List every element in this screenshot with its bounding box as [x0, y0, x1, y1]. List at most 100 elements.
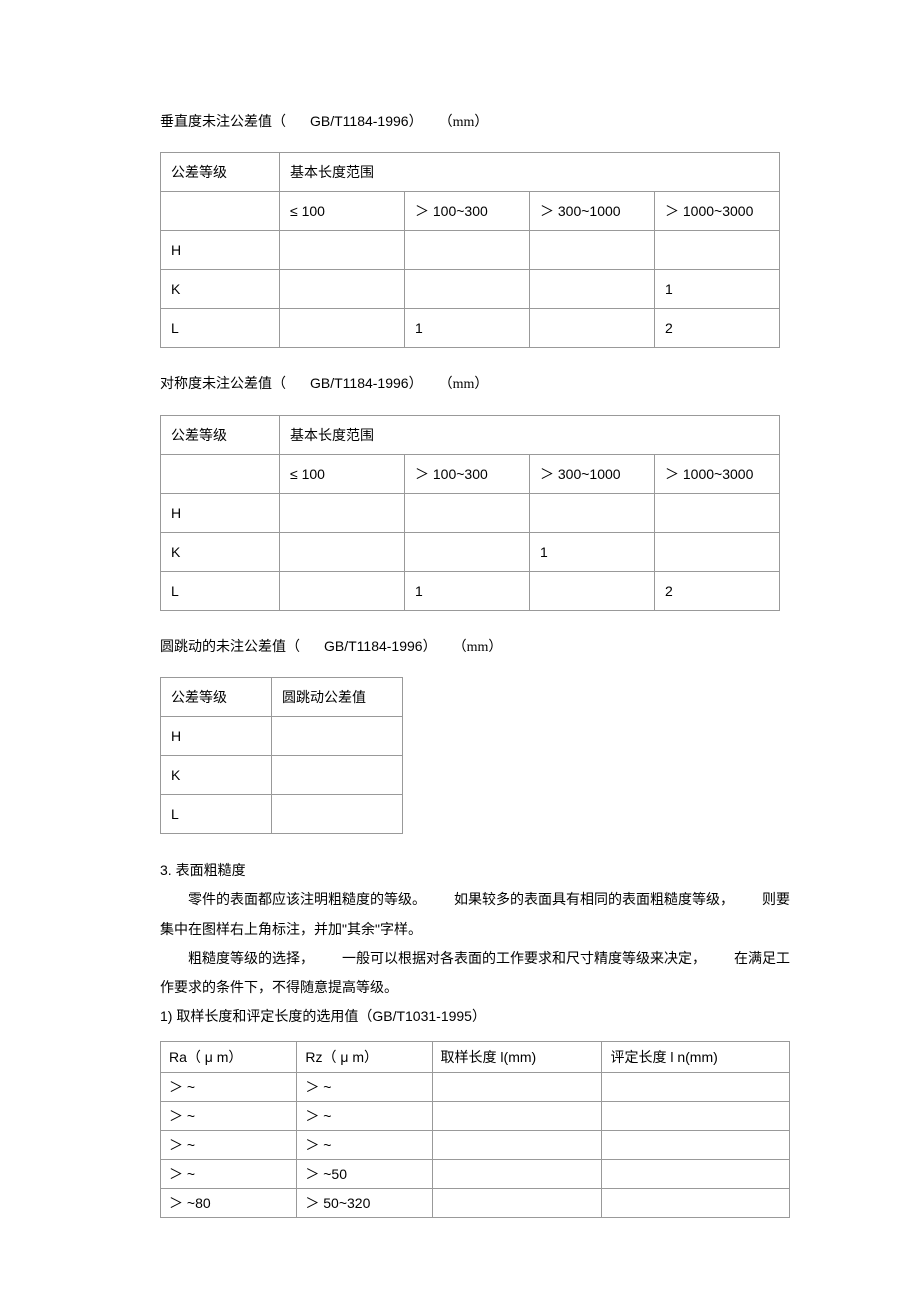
s4-p1c: 则要	[734, 887, 790, 912]
s3-title-mid: ）	[423, 640, 437, 655]
table-runout: 公差等级 圆跳动公差值 H K L	[160, 677, 403, 834]
t4-r3-2	[432, 1160, 602, 1189]
t1-row1-3: 1	[655, 270, 780, 309]
t1-h-label: 公差等级	[161, 153, 280, 192]
s1-title-mid: ）	[409, 115, 423, 130]
s1-title-pre: 垂直度未注公差值（	[160, 115, 286, 130]
s4-heading: 3. 表面粗糙度	[160, 858, 790, 883]
s4-p3c: 在满足工	[706, 946, 790, 971]
t2-row0-0	[280, 493, 405, 532]
table-row: K 1	[161, 270, 780, 309]
t1-row1-2	[530, 270, 655, 309]
t1-h-range: 基本长度范围	[280, 153, 780, 192]
t1-row0-0	[280, 231, 405, 270]
t2-row1-3	[655, 532, 780, 571]
s2-title-std: GB/T1184-1996	[310, 375, 409, 391]
t2-r2: ＞ 300~1000	[530, 454, 655, 493]
t1-r0: ≤ 100	[280, 192, 405, 231]
t1-blank	[161, 192, 280, 231]
table-row: L	[161, 795, 403, 834]
t2-row0-1	[405, 493, 530, 532]
s4-p1: 零件的表面都应该注明粗糙度的等级。 如果较多的表面具有相同的表面粗糙度等级， 则…	[160, 887, 790, 912]
s4-p3b: 一般可以根据对各表面的工作要求和尺寸精度等级来决定，	[314, 946, 706, 971]
t2-r1: ＞ 100~300	[405, 454, 530, 493]
s4-p1b: 如果较多的表面具有相同的表面粗糙度等级，	[426, 887, 734, 912]
table-row: H	[161, 231, 780, 270]
t1-row2-1: 1	[405, 309, 530, 348]
s4-p4: 作要求的条件下，不得随意提高等级。	[160, 975, 790, 1000]
t1-row2-label: L	[161, 309, 280, 348]
t2-row2-label: L	[161, 571, 280, 610]
t4-r4-3	[602, 1189, 790, 1218]
t4-r0-0: ＞ ~	[161, 1073, 297, 1102]
t1-row2-3: 2	[655, 309, 780, 348]
t3-row1-val	[272, 756, 403, 795]
t4-r2-2	[432, 1131, 602, 1160]
t1-row2-0	[280, 309, 405, 348]
t2-r3: ＞ 1000~3000	[655, 454, 780, 493]
t2-row2-0	[280, 571, 405, 610]
t2-h-range: 基本长度范围	[280, 415, 780, 454]
table-row: ＞ ~ ＞ ~	[161, 1131, 790, 1160]
t2-row0-3	[655, 493, 780, 532]
t2-row1-0	[280, 532, 405, 571]
t2-row0-label: H	[161, 493, 280, 532]
table-row: ＞ ~ ＞ ~	[161, 1073, 790, 1102]
t1-r1: ＞ 100~300	[405, 192, 530, 231]
table-roughness: Ra（ μ m） Rz（ μ m） 取样长度 l(mm) 评定长度 l n(mm…	[160, 1041, 790, 1218]
table-row: ＞ ~ ＞ ~50	[161, 1160, 790, 1189]
t2-row2-2	[530, 571, 655, 610]
t3-row0-label: H	[161, 717, 272, 756]
section3-title: 圆跳动的未注公差值（ GB/T1184-1996） （mm）	[160, 635, 790, 659]
s1-title-unit: （mm）	[439, 115, 489, 130]
t4-r3-0: ＞ ~	[161, 1160, 297, 1189]
t3-h-label: 公差等级	[161, 678, 272, 717]
t1-row0-1	[405, 231, 530, 270]
s3-title-pre: 圆跳动的未注公差值（	[160, 640, 300, 655]
s4-p5b: GB/T1031-1995	[372, 1008, 472, 1024]
t1-row2-2	[530, 309, 655, 348]
t3-h-val: 圆跳动公差值	[272, 678, 403, 717]
s4-p3: 粗糙度等级的选择， 一般可以根据对各表面的工作要求和尺寸精度等级来决定， 在满足…	[160, 946, 790, 971]
t1-row1-1	[405, 270, 530, 309]
s2-title-mid: ）	[409, 377, 423, 392]
s3-title-std: GB/T1184-1996	[324, 638, 423, 654]
t4-r0-1: ＞ ~	[297, 1073, 432, 1102]
table-row: H	[161, 717, 403, 756]
t1-r2: ＞ 300~1000	[530, 192, 655, 231]
table-row: L 1 2	[161, 571, 780, 610]
table-row: ＞ ~ ＞ ~	[161, 1102, 790, 1131]
t2-blank	[161, 454, 280, 493]
t4-r2-3	[602, 1131, 790, 1160]
t3-row2-label: L	[161, 795, 272, 834]
table-row: L 1 2	[161, 309, 780, 348]
s2-title-unit: （mm）	[439, 377, 489, 392]
section2-title: 对称度未注公差值（GB/T1184-1996）（mm）	[160, 372, 790, 396]
t1-row0-3	[655, 231, 780, 270]
t4-h1: Rz（ μ m）	[297, 1042, 432, 1073]
t1-row0-2	[530, 231, 655, 270]
s4-p5: 1) 取样长度和评定长度的选用值（GB/T1031-1995）	[160, 1004, 790, 1029]
t4-r2-1: ＞ ~	[297, 1131, 432, 1160]
t4-r1-1: ＞ ~	[297, 1102, 432, 1131]
t4-r0-2	[432, 1073, 602, 1102]
s3-title-unit: （mm）	[453, 640, 503, 655]
t2-r0: ≤ 100	[280, 454, 405, 493]
table-symmetry: 公差等级 基本长度范围 ≤ 100 ＞ 100~300 ＞ 300~1000 ＞…	[160, 415, 780, 611]
t1-row1-0	[280, 270, 405, 309]
t4-h2: 取样长度 l(mm)	[432, 1042, 602, 1073]
t1-row0-label: H	[161, 231, 280, 270]
t4-r1-2	[432, 1102, 602, 1131]
t4-r3-1: ＞ ~50	[297, 1160, 432, 1189]
t4-h0: Ra（ μ m）	[161, 1042, 297, 1073]
t4-r4-0: ＞ ~80	[161, 1189, 297, 1218]
t4-r2-0: ＞ ~	[161, 1131, 297, 1160]
t2-row2-1: 1	[405, 571, 530, 610]
t4-r1-0: ＞ ~	[161, 1102, 297, 1131]
table-row: ＞ ~80 ＞ 50~320	[161, 1189, 790, 1218]
table-row: H	[161, 493, 780, 532]
t4-r3-3	[602, 1160, 790, 1189]
t1-row1-label: K	[161, 270, 280, 309]
t4-h3: 评定长度 l n(mm)	[602, 1042, 790, 1073]
t1-r3: ＞ 1000~3000	[655, 192, 780, 231]
